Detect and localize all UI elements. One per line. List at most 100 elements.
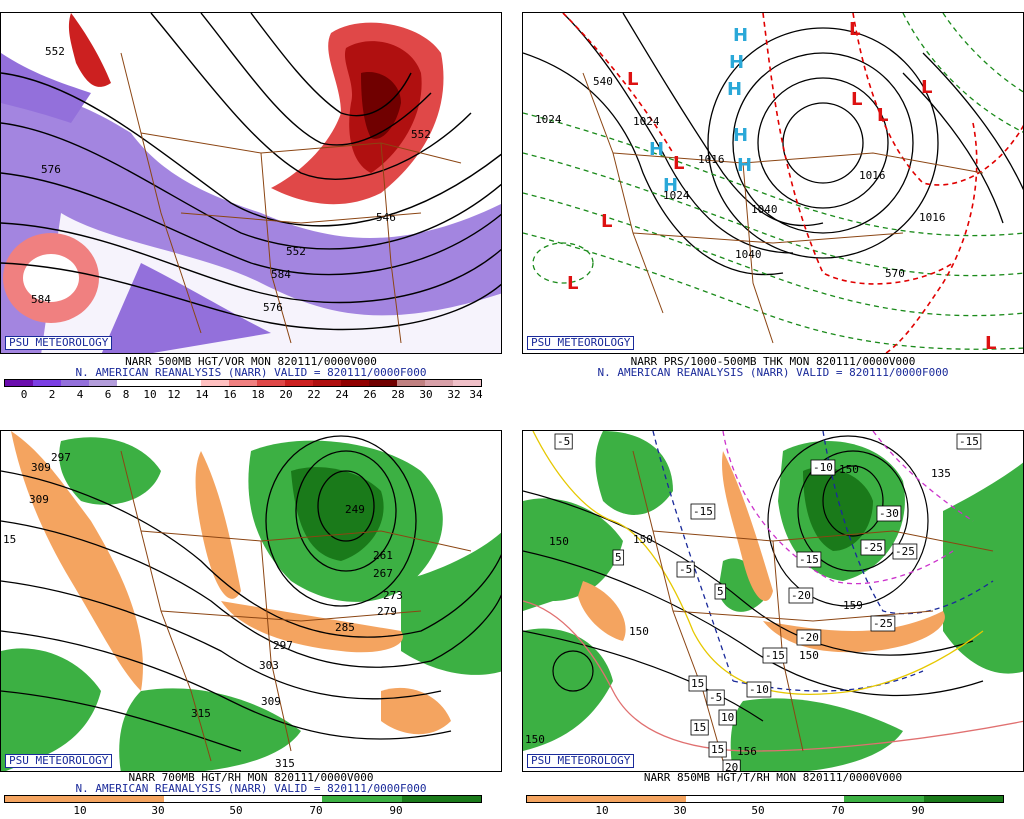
low-pressure-label: L xyxy=(921,77,932,98)
temperature-label: -20 xyxy=(791,589,811,602)
map-850mb-canvas: -5 -15 -10 -15 -20 -25 -25 -30 -15 5 -5 … xyxy=(523,431,1023,772)
temperature-label: 15 xyxy=(711,743,724,756)
contour-label: 309 xyxy=(31,461,51,474)
contour-label: 576 xyxy=(263,301,283,314)
legend-swatch xyxy=(685,796,765,802)
high-pressure-label: H xyxy=(727,79,742,100)
legend-swatch xyxy=(285,380,313,386)
legend-tick: 14 xyxy=(195,388,209,401)
legend-tick: 90 xyxy=(389,804,403,817)
legend-tick: 70 xyxy=(831,804,845,817)
low-pressure-label: L xyxy=(849,19,860,40)
low-pressure-label: L xyxy=(567,273,578,294)
contour-label: 150 xyxy=(799,649,819,662)
temperature-label: 10 xyxy=(721,711,734,724)
legend-tick: 50 xyxy=(229,804,243,817)
legend-tick: 28 xyxy=(391,388,405,401)
legend-swatch xyxy=(322,796,402,802)
low-pressure-label: L xyxy=(877,105,888,126)
panel-500mb-hgt-vor: 552 576 584 546 552 552 584 576 PSU METE… xyxy=(0,0,504,401)
high-pressure-label: H xyxy=(729,52,744,73)
contour-label: 309 xyxy=(29,493,49,506)
map-prs-thk: H H H H H H H L L L L L L L L L 1024 102… xyxy=(522,12,1024,354)
map-500mb-canvas: 552 576 584 546 552 552 584 576 xyxy=(1,13,501,353)
psu-meteorology-badge: PSU METEOROLOGY xyxy=(527,336,635,350)
temperature-label: -15 xyxy=(959,435,979,448)
legend-tick: 30 xyxy=(151,804,165,817)
legend-swatch xyxy=(89,380,117,386)
contour-label: 552 xyxy=(45,45,65,58)
high-pressure-label: H xyxy=(733,125,748,146)
legend-tick: 22 xyxy=(307,388,321,401)
temperature-label: -15 xyxy=(693,505,713,518)
chart-subtitle: N. AMERICAN REANALYSIS (NARR) VALID = 82… xyxy=(75,782,427,795)
chart-subtitle: N. AMERICAN REANALYSIS (NARR) VALID = 82… xyxy=(75,366,427,379)
chart-title: NARR 850MB HGT/T/RH MON 820111/0000V000 xyxy=(643,771,903,784)
legend-tick: 30 xyxy=(419,388,433,401)
legend-tick: 18 xyxy=(251,388,265,401)
contour-label: 546 xyxy=(376,211,396,224)
map-700mb: 297 309 309 15 249 261 267 273 279 285 2… xyxy=(0,430,502,772)
temperature-label: -10 xyxy=(813,461,833,474)
legend-swatch xyxy=(453,380,481,386)
contour-label: 150 xyxy=(629,625,649,638)
contour-label: 552 xyxy=(286,245,306,258)
legend-tick: 90 xyxy=(911,804,925,817)
temperature-label: -5 xyxy=(557,435,570,448)
legend-tick: 10 xyxy=(595,804,609,817)
contour-label: 150 xyxy=(525,733,545,746)
contour-label: 15 xyxy=(3,533,16,546)
legend-tick: 8 xyxy=(122,388,130,401)
temperature-label: -10 xyxy=(749,683,769,696)
legend-swatch xyxy=(117,380,145,386)
contour-label: 584 xyxy=(31,293,51,306)
legend-colorbar xyxy=(526,795,1004,803)
legend-swatch xyxy=(5,796,85,802)
legend-tick: 6 xyxy=(104,388,112,401)
legend-swatch xyxy=(173,380,201,386)
contour-label: 1040 xyxy=(735,248,762,261)
legend-swatch xyxy=(201,380,229,386)
legend-tick: 32 xyxy=(447,388,461,401)
contour-label: 156 xyxy=(737,745,757,758)
legend-ticks: 0 2 4 6 8 10 12 14 16 18 20 22 24 26 28 … xyxy=(4,388,483,401)
low-pressure-label: L xyxy=(673,153,684,174)
legend-swatch xyxy=(313,380,341,386)
legend-swatch xyxy=(397,380,425,386)
psu-meteorology-badge: PSU METEOROLOGY xyxy=(5,336,113,350)
legend-swatch xyxy=(61,380,89,386)
low-pressure-label: L xyxy=(985,333,996,354)
legend-swatch xyxy=(229,380,257,386)
legend-swatch xyxy=(5,380,33,386)
legend-tick: 12 xyxy=(167,388,181,401)
temperature-label: -15 xyxy=(799,553,819,566)
temperature-label: 20 xyxy=(725,761,738,772)
contour-label: 261 xyxy=(373,549,393,562)
contour-label: 135 xyxy=(931,467,951,480)
contour-label: 1016 xyxy=(698,153,725,166)
legend-swatch xyxy=(401,796,481,802)
contour-label: 552 xyxy=(411,128,431,141)
legend-swatch xyxy=(764,796,845,802)
contour-label: 1016 xyxy=(859,169,886,182)
contour-label: 297 xyxy=(51,451,71,464)
temperature-label: -25 xyxy=(873,617,893,630)
legend-colorbar xyxy=(4,795,482,803)
contour-label: 159 xyxy=(843,599,863,612)
contour-label: 150 xyxy=(633,533,653,546)
contour-label: 150 xyxy=(839,463,859,476)
contour-label: 540 xyxy=(593,75,613,88)
contour-label: 285 xyxy=(335,621,355,634)
legend-swatch xyxy=(369,380,397,386)
contour-label: 315 xyxy=(275,757,295,770)
temperature-label: 5 xyxy=(717,585,724,598)
high-pressure-label: H xyxy=(649,139,664,160)
contour-label: 1024 xyxy=(663,189,690,202)
legend-tick: 20 xyxy=(279,388,293,401)
contour-label: 267 xyxy=(373,567,393,580)
panel-700mb-hgt-rh: 297 309 309 15 249 261 267 273 279 285 2… xyxy=(0,0,504,817)
contour-label: 297 xyxy=(273,639,293,652)
contour-label: 315 xyxy=(191,707,211,720)
temperature-label: 15 xyxy=(691,677,704,690)
temperature-label: 5 xyxy=(615,551,622,564)
